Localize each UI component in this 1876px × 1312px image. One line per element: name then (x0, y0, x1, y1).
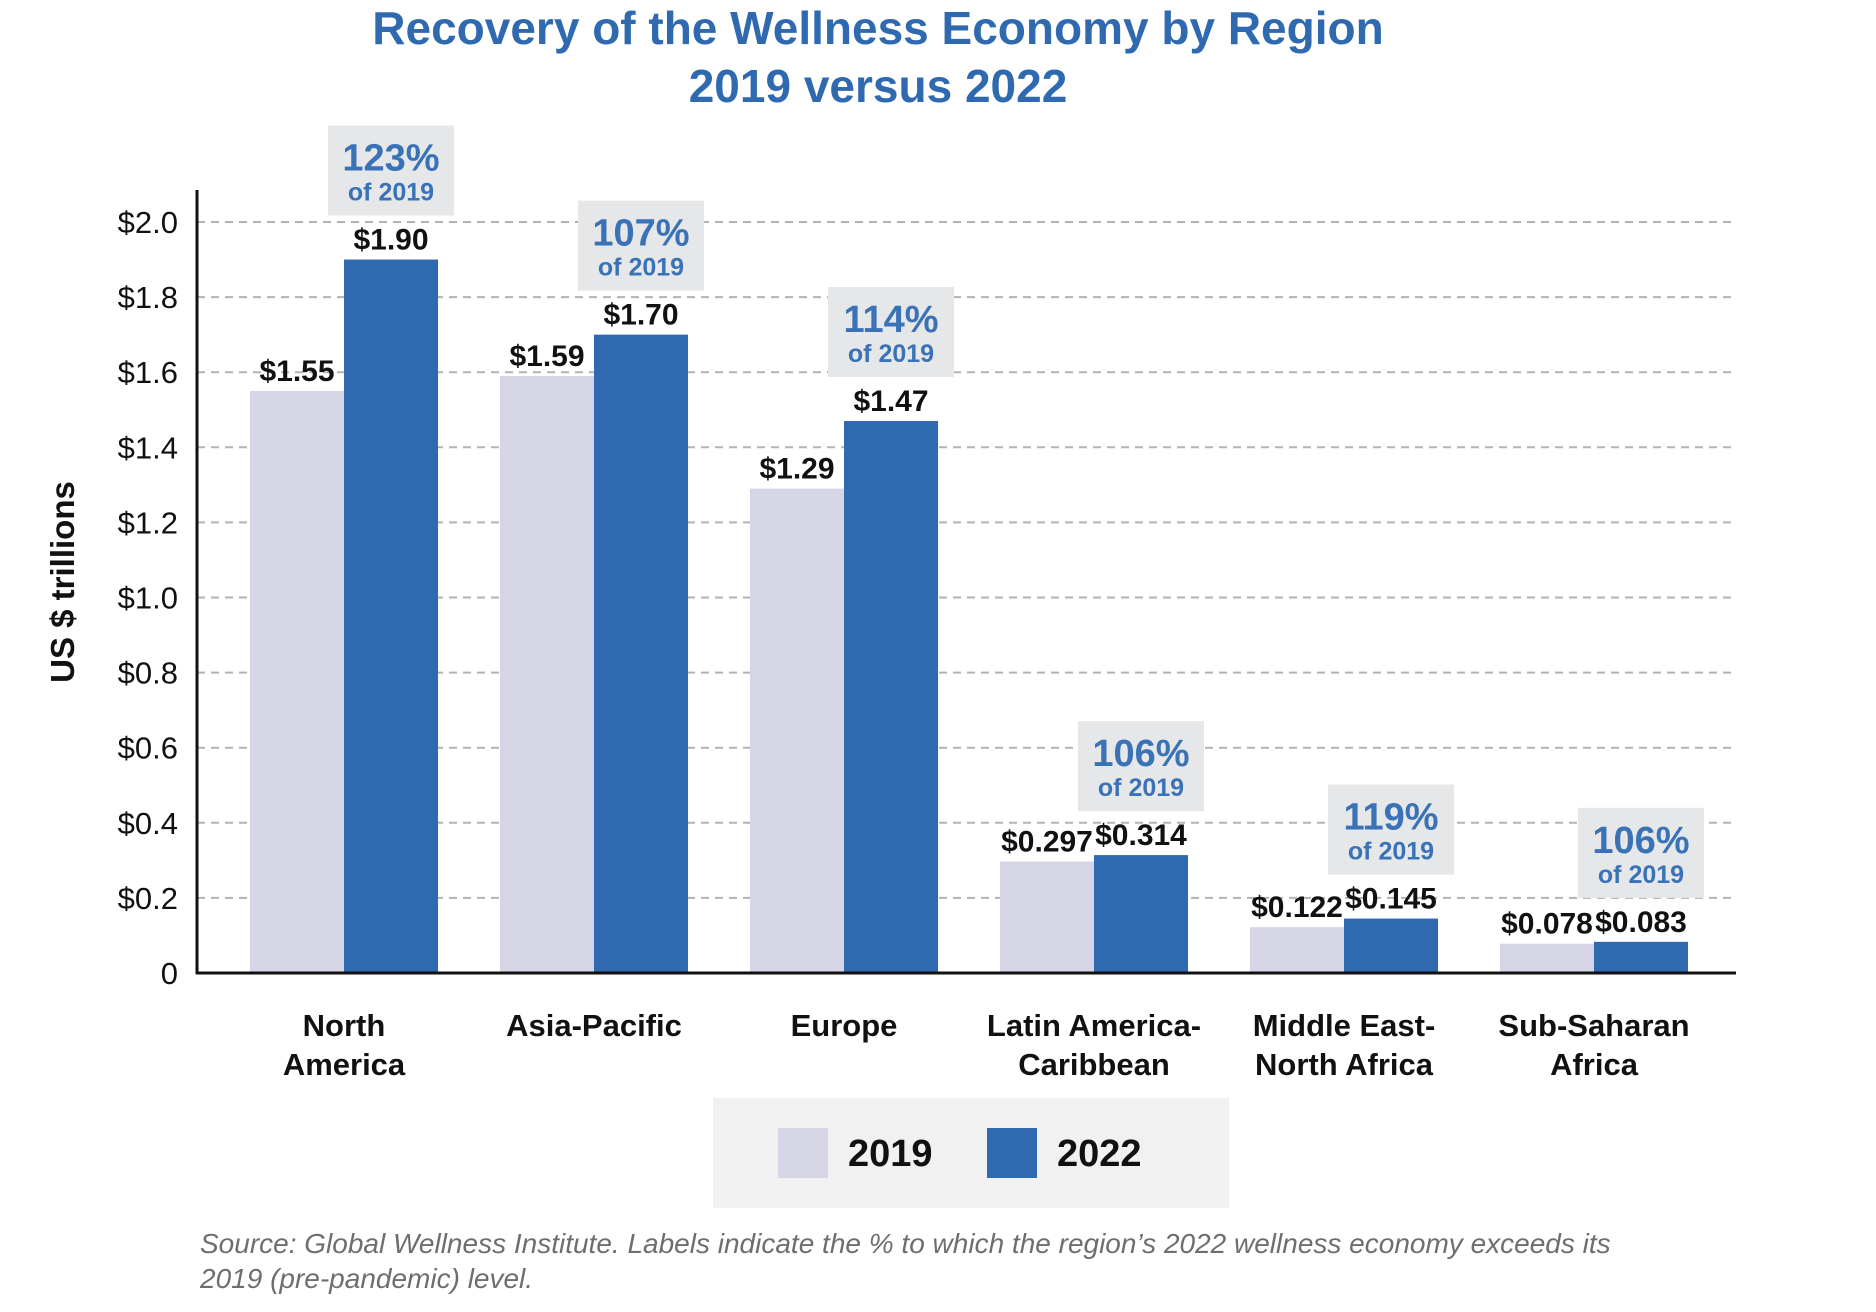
bar-value-label: $1.47 (853, 385, 928, 418)
y-tick-label: $0.4 (118, 806, 178, 841)
category-label: North (303, 1008, 386, 1043)
annotation-subtext: of 2019 (1348, 838, 1434, 866)
y-axis-title: US $ trillions (44, 481, 81, 683)
annotation-subtext: of 2019 (348, 179, 434, 207)
y-tick-label: $1.8 (118, 280, 178, 315)
bar-2019-3 (1000, 861, 1094, 973)
bar-2022-0 (344, 259, 438, 973)
bar-2022-5 (1594, 941, 1688, 973)
annotation-box-2 (828, 287, 954, 378)
chart-title: Recovery of the Wellness Economy by Regi… (372, 2, 1384, 54)
legend-label: 2019 (848, 1133, 933, 1175)
bar-2022-1 (594, 334, 688, 973)
y-tick-label: $0.8 (118, 656, 178, 691)
category-label: Asia-Pacific (506, 1008, 682, 1043)
annotation-box-0 (328, 125, 454, 216)
bar-2022-3 (1094, 855, 1188, 973)
y-tick-label: $0.2 (118, 881, 178, 916)
bar-2019-2 (750, 488, 844, 973)
annotation-subtext: of 2019 (1098, 774, 1184, 802)
y-tick-label: 0 (161, 956, 178, 991)
annotation-percent: 106% (1092, 733, 1189, 775)
y-tick-label: $0.6 (118, 731, 178, 766)
annotation-percent: 106% (1592, 820, 1689, 862)
category-label: Caribbean (1018, 1047, 1170, 1082)
bar-value-label: $0.083 (1595, 906, 1687, 939)
category-label: Europe (791, 1008, 898, 1043)
annotation-percent: 123% (342, 138, 439, 180)
y-tick-label: $2.0 (118, 205, 178, 240)
bar-2022-2 (844, 421, 938, 973)
legend-swatch-2019 (778, 1128, 828, 1178)
legend-label: 2022 (1057, 1133, 1142, 1175)
bar-2019-1 (500, 375, 594, 974)
annotation-subtext: of 2019 (848, 340, 934, 368)
category-label: Latin America- (987, 1008, 1201, 1043)
annotation-box-1 (578, 200, 704, 291)
chart-subtitle: 2019 versus 2022 (688, 60, 1068, 112)
annotation-box-4 (1328, 784, 1454, 875)
bar-2019-4 (1250, 927, 1344, 973)
bar-2019-0 (250, 390, 344, 974)
annotation-subtext: of 2019 (598, 254, 684, 282)
annotation-percent: 107% (592, 213, 689, 255)
bar-value-label: $1.55 (259, 355, 334, 388)
annotation-percent: 119% (1343, 797, 1438, 839)
annotation-percent: 114% (843, 299, 938, 341)
y-tick-label: $1.6 (118, 355, 178, 390)
bar-value-label: $0.122 (1251, 891, 1343, 924)
annotation-box-5 (1578, 807, 1704, 898)
y-tick-label: $1.4 (118, 430, 178, 465)
bar-2022-4 (1344, 918, 1438, 973)
category-label: North Africa (1255, 1047, 1434, 1082)
category-label: Sub-Saharan (1498, 1008, 1689, 1043)
bar-value-label: $1.29 (759, 453, 834, 486)
category-label: Middle East- (1253, 1008, 1436, 1043)
bar-value-label: $1.90 (353, 224, 428, 257)
y-tick-label: $1.0 (118, 581, 178, 616)
y-tick-label: $1.2 (118, 505, 178, 540)
legend-swatch-2022 (987, 1128, 1037, 1178)
bar-value-label: $0.078 (1501, 908, 1593, 941)
annotation-subtext: of 2019 (1598, 861, 1684, 889)
bar-value-label: $0.145 (1345, 883, 1437, 916)
source-note: Source: Global Wellness Institute. Label… (200, 1228, 1611, 1294)
bar-value-label: $0.314 (1095, 819, 1187, 852)
category-label: Africa (1550, 1047, 1639, 1082)
annotation-box-3 (1078, 721, 1204, 812)
category-label: America (283, 1047, 406, 1082)
bar-value-label: $1.70 (603, 299, 678, 332)
bar-value-label: $1.59 (509, 340, 584, 373)
bar-value-label: $0.297 (1001, 825, 1093, 858)
bar-2019-5 (1500, 943, 1594, 973)
